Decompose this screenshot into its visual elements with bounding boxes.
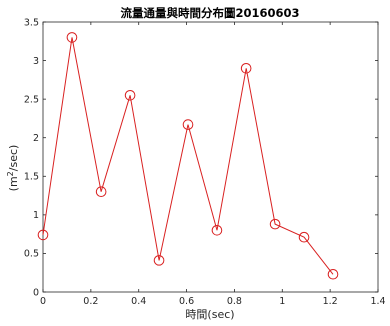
x-tick-label: 0	[40, 296, 46, 307]
data-point-marker	[240, 62, 252, 74]
data-point-marker	[298, 231, 310, 243]
data-point-marker	[153, 255, 165, 266]
series-layer	[37, 32, 339, 280]
y-axis-title-base: (m	[7, 176, 20, 191]
chart-title: 流量通量與時間分布圖20160603	[120, 6, 299, 20]
series-line	[42, 37, 334, 275]
y-tick-label: 0	[33, 287, 39, 298]
axes: 0 0.2 0.4 0.6 0.8 1 1.2 1.4 0 0.5 1 1.5 2 2.5 3 3.5	[24, 17, 386, 307]
data-point-marker	[66, 32, 78, 43]
y-axis-title: (m2/sec)	[6, 145, 20, 192]
x-tick-label: 0.6	[179, 296, 194, 307]
x-axis-title: 時間(sec)	[185, 308, 234, 321]
plot-area-box	[42, 21, 379, 293]
data-point-marker	[37, 229, 49, 241]
y-tick-label: 0.5	[24, 249, 39, 260]
x-tick-label: 0.4	[131, 296, 146, 307]
x-tick-label: 0.2	[83, 296, 98, 307]
y-axis-title-superscript: 2	[6, 171, 15, 176]
y-axis-title-rest: /sec)	[7, 145, 20, 172]
data-point-marker	[95, 186, 107, 198]
y-tick-label: 3	[33, 56, 39, 67]
x-tick-label: 0.8	[227, 296, 242, 307]
data-point-marker	[124, 89, 136, 101]
y-tick-label: 1.5	[24, 172, 39, 183]
data-point-marker	[182, 119, 194, 130]
y-tick-label: 3.5	[24, 17, 39, 28]
x-tick-label: 1	[279, 296, 285, 307]
data-point-marker	[269, 218, 281, 230]
y-tick-label: 2.5	[24, 94, 39, 105]
y-tick-label: 2	[33, 133, 39, 144]
y-tick-label: 1	[33, 210, 39, 221]
x-tick-label: 1.2	[323, 296, 338, 307]
data-point-marker	[211, 224, 223, 236]
data-point-marker	[327, 268, 339, 280]
x-tick-label: 1.4	[370, 296, 385, 307]
